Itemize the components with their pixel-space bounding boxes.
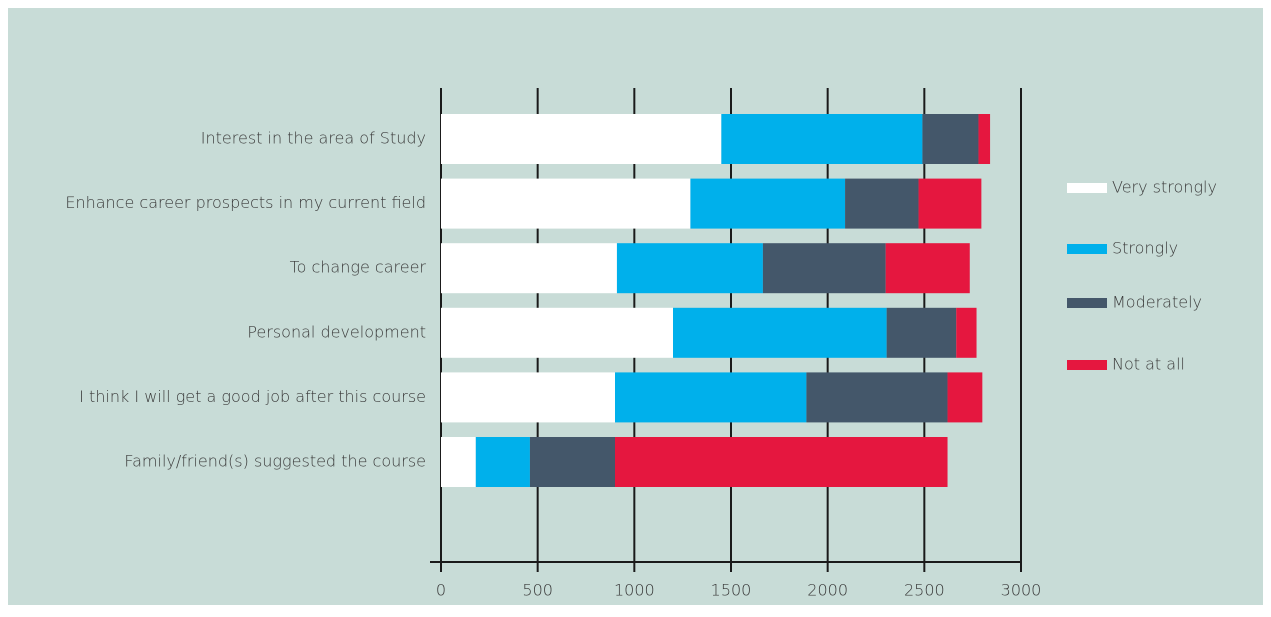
bar-segment	[475, 437, 530, 487]
bar-segment	[441, 243, 617, 294]
legend-label: Moderately	[1112, 293, 1202, 312]
legend-swatch	[1067, 298, 1107, 308]
bar-segment	[441, 437, 476, 487]
y-tick-label: To change career	[290, 258, 427, 277]
bar-segment	[762, 243, 886, 294]
bar-segment	[615, 372, 807, 423]
bar-segment	[673, 307, 887, 358]
bar-segment	[922, 114, 979, 164]
y-tick-label: Personal development	[247, 322, 426, 341]
y-tick-label: Family/friend(s) suggested the course	[124, 452, 426, 471]
x-tick-label: 1500	[711, 581, 752, 600]
x-tick-label: 2500	[904, 581, 945, 600]
bar-segment	[690, 178, 846, 229]
legend-swatch	[1067, 244, 1107, 254]
legend-swatch	[1067, 183, 1107, 193]
bar-segment	[947, 372, 983, 423]
x-tick-label: 0	[436, 581, 446, 600]
bar-segment	[441, 307, 673, 358]
legend-swatch	[1067, 360, 1107, 370]
x-tick-label: 2000	[807, 581, 848, 600]
legend-label: Strongly	[1112, 239, 1178, 258]
bar-segment	[721, 114, 923, 164]
bar-segment	[885, 243, 970, 294]
bar-segment	[886, 307, 957, 358]
bar-segment	[978, 114, 991, 164]
y-tick-label: Enhance career prospects in my current f…	[65, 193, 426, 212]
x-tick-label: 500	[522, 581, 553, 600]
bar-segment	[441, 114, 722, 164]
x-tick-label: 3000	[1001, 581, 1042, 600]
bar-segment	[441, 178, 691, 229]
y-tick-label: Interest in the area of Study	[201, 129, 426, 148]
legend-label: Very strongly	[1112, 178, 1217, 197]
background	[8, 8, 1263, 605]
bar-segment	[845, 178, 919, 229]
bar-segment	[615, 437, 948, 487]
bar-segment	[806, 372, 948, 423]
y-tick-label: I think I will get a good job after this…	[79, 387, 426, 406]
bar-segment	[529, 437, 615, 487]
bar-segment	[956, 307, 977, 358]
bar-segment	[918, 178, 982, 229]
x-tick-label: 1000	[614, 581, 655, 600]
bar-segment	[441, 372, 615, 423]
legend-label: Not at all	[1112, 355, 1185, 374]
bar-segment	[616, 243, 763, 294]
